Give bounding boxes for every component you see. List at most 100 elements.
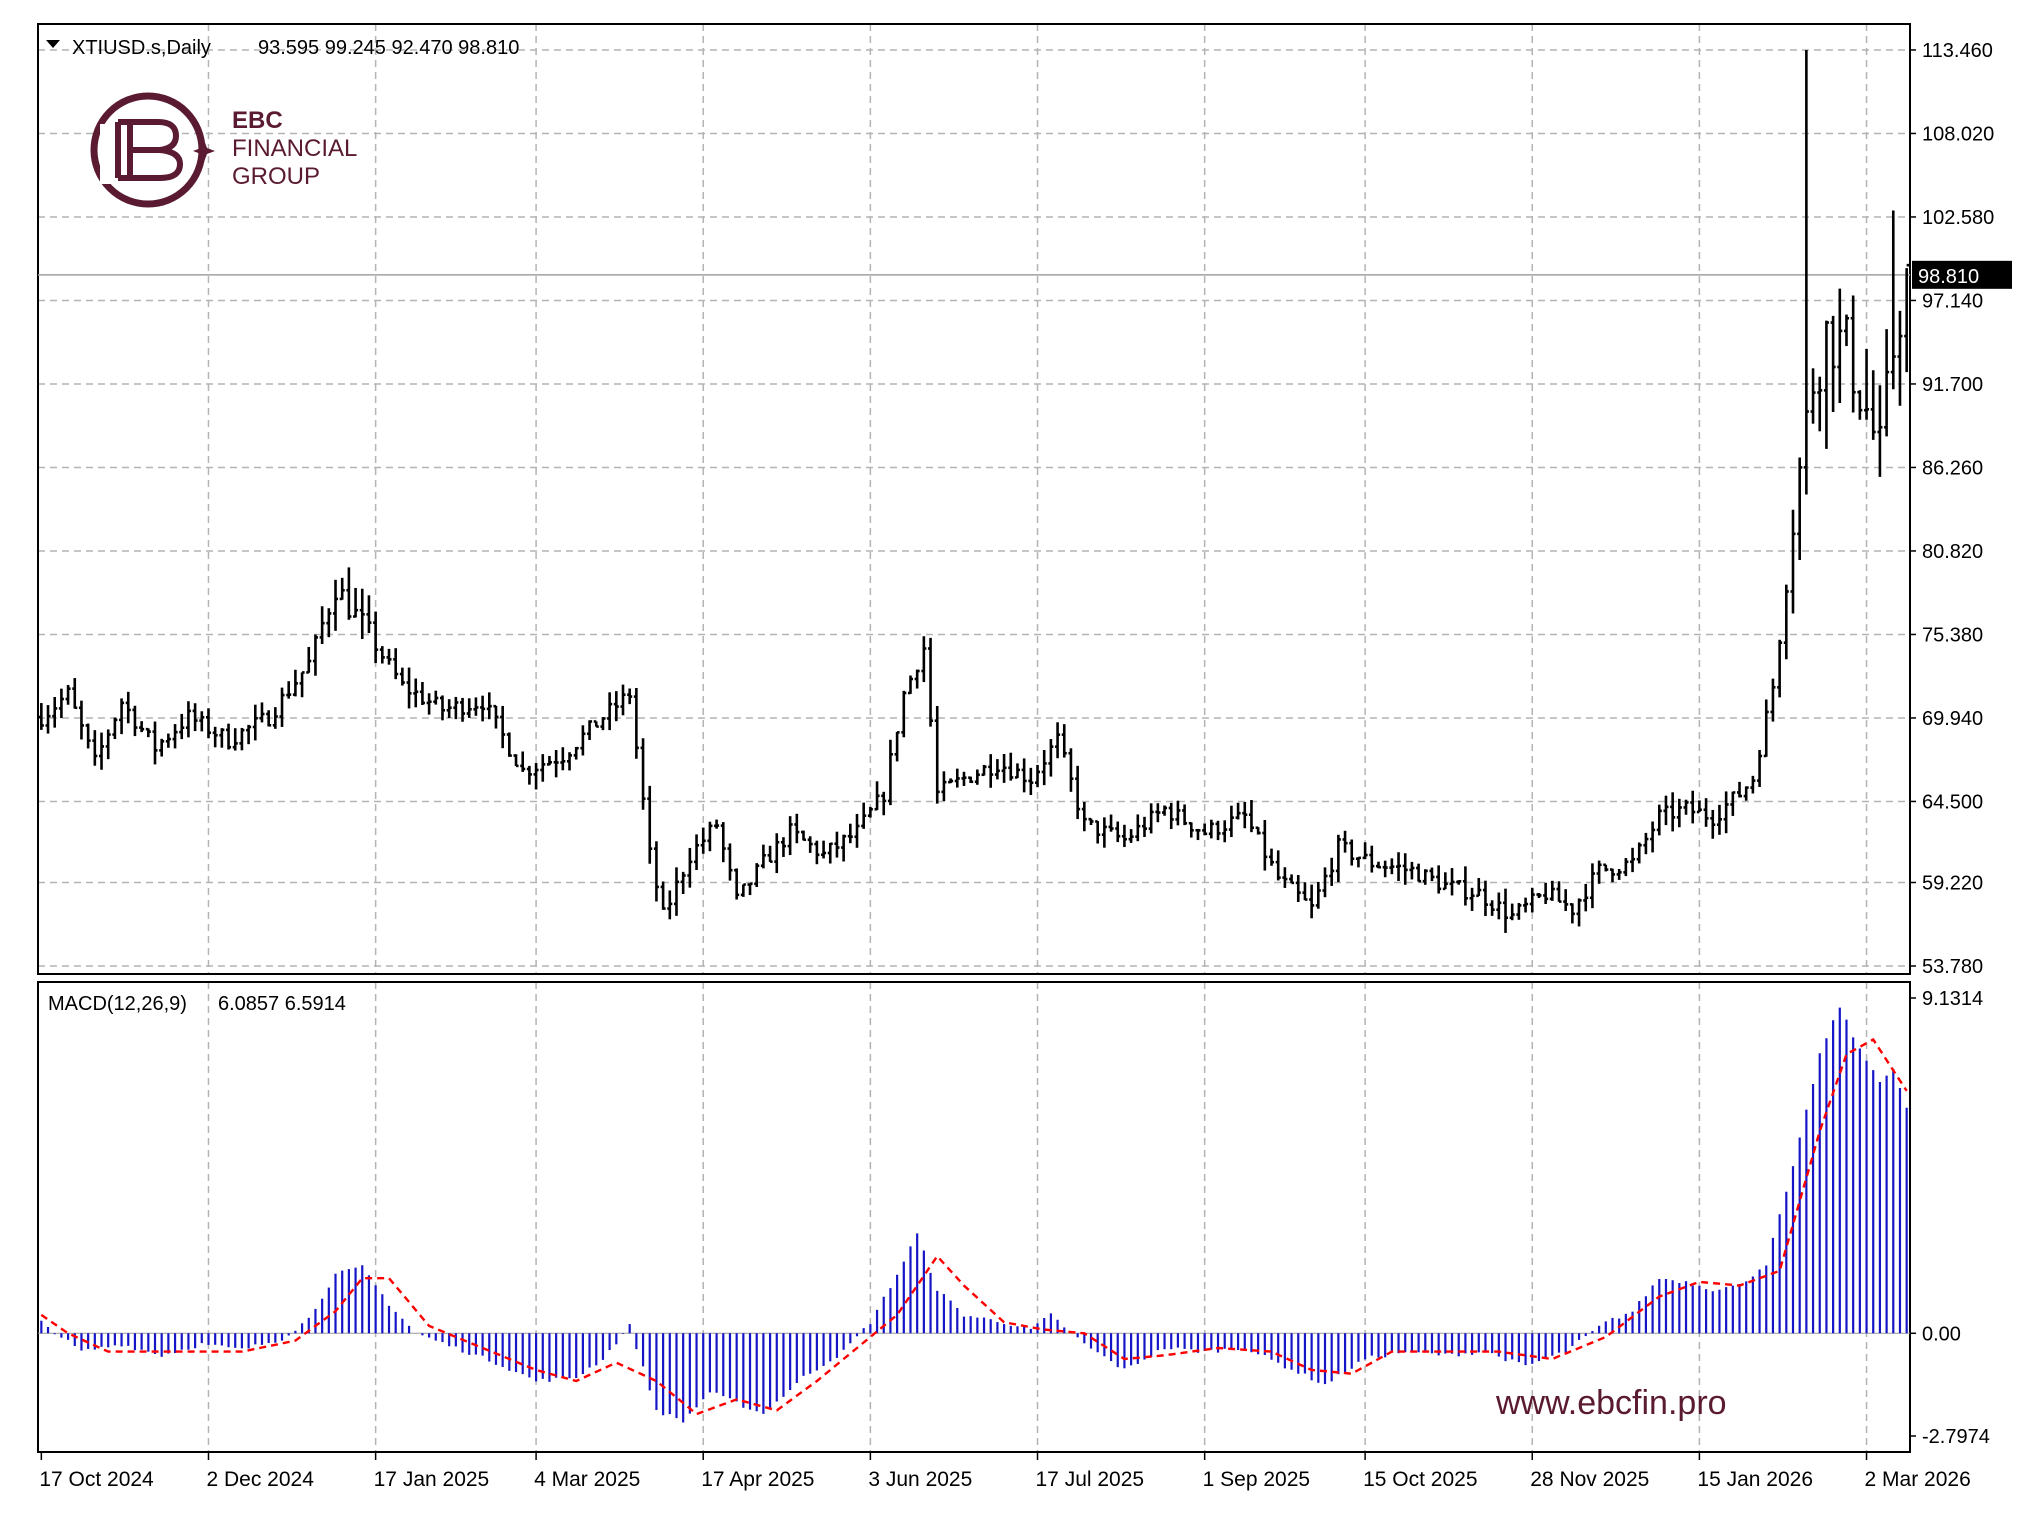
ohlc-bar (1429, 867, 1435, 882)
macd-axis: 9.1314 0.00 -2.7974 (1910, 988, 1990, 1448)
ebc-logo-star-icon (193, 140, 215, 162)
ohlc-bar (1456, 879, 1462, 885)
ohlc-bar (1890, 210, 1896, 390)
ohlc-bar (58, 688, 64, 719)
ohlc-bar (1603, 863, 1609, 872)
ohlc-bar (326, 608, 332, 638)
ohlc-bar (633, 687, 639, 759)
ohlc-bar (1750, 775, 1756, 794)
ohlc-bar (1382, 860, 1388, 878)
ohlc-bar (1055, 722, 1061, 759)
ohlc-bar (1850, 295, 1856, 413)
ohlc-bar (954, 768, 960, 788)
ohlc-bar (1817, 376, 1823, 432)
ohlc-bar (1315, 881, 1321, 909)
macd-values: 6.0857 6.5914 (218, 993, 346, 1015)
ohlc-bar (1215, 820, 1221, 841)
ohlc-bar (907, 675, 913, 695)
ohlc-bar (1422, 869, 1428, 885)
price-axis-label: 69.940 (1922, 708, 1983, 730)
ohlc-bar (1155, 803, 1161, 823)
ohlc-bar (600, 717, 606, 731)
time-axis-label: 15 Oct 2025 (1363, 1468, 1477, 1491)
ohlc-bar (379, 646, 385, 664)
ohlc-bar (359, 588, 365, 640)
ohlc-bar (199, 711, 205, 732)
macd-histogram (40, 1007, 1908, 1423)
ohlc-bar (1569, 903, 1575, 924)
ohlc-bar (1683, 799, 1689, 815)
ohlc-bar (1208, 819, 1214, 839)
ohlc-bar (1075, 765, 1081, 820)
ohlc-bar (92, 730, 98, 766)
ohlc-bar (1696, 800, 1702, 814)
ohlc-bar (1489, 900, 1495, 916)
ohlc-bar (333, 579, 339, 631)
ohlc-bar (921, 636, 927, 683)
chart-ohlc-values: 93.595 99.245 92.470 98.810 (258, 37, 519, 59)
ohlc-bar (1148, 803, 1154, 834)
brand-line-financial: FINANCIAL (232, 135, 357, 162)
ohlc-bar (1703, 798, 1709, 827)
ohlc-bar (1616, 868, 1622, 880)
price-axis-label: 102.580 (1922, 207, 1994, 229)
time-axis-label: 17 Jan 2025 (374, 1468, 490, 1491)
ohlc-bar (466, 698, 472, 718)
ohlc-bar (887, 739, 893, 806)
ohlc-bar (801, 830, 807, 842)
ohlc-bar (1101, 817, 1107, 848)
ohlc-bar (1202, 823, 1208, 836)
ohlc-bar (894, 731, 900, 762)
ohlc-bar (854, 813, 860, 848)
ohlc-bar (607, 692, 613, 731)
ohlc-bar (1529, 887, 1535, 913)
ohlc-bar (105, 729, 111, 760)
chart-symbol: XTIUSD.s,Daily (72, 37, 211, 59)
ohlc-bar (165, 733, 171, 748)
ohlc-bar (1803, 49, 1809, 495)
price-pane-frame (37, 23, 1911, 975)
ohlc-bar (1302, 882, 1308, 901)
ohlc-bar (1596, 860, 1602, 884)
ohlc-bar (687, 847, 693, 888)
ohlc-bar (1442, 872, 1448, 891)
ohlc-bar (1068, 748, 1074, 792)
ohlc-bar (1857, 390, 1863, 420)
ohlc-bar (553, 749, 559, 778)
price-grid (38, 24, 1910, 974)
last-price-tag: 98.810 (1912, 260, 2012, 289)
ohlc-bar (1088, 817, 1094, 826)
ohlc-bar (767, 845, 773, 863)
ohlc-bar (1396, 852, 1402, 881)
ohlc-bar (740, 883, 746, 897)
ohlc-bar (573, 746, 579, 760)
ohlc-bar (827, 842, 833, 864)
ohlc-bar (486, 692, 492, 720)
ohlc-bar (974, 769, 980, 785)
ohlc-bar (1081, 801, 1087, 832)
ohlc-bar (139, 721, 145, 733)
ohlc-bar (1289, 874, 1295, 885)
ohlc-bar (1830, 315, 1836, 413)
ohlc-bar (366, 595, 372, 634)
ohlc-bar (1168, 802, 1174, 830)
ohlc-bar (419, 681, 425, 705)
ohlc-bar (653, 841, 659, 902)
ohlc-bar (1469, 887, 1475, 911)
ohlc-bar (1309, 884, 1315, 919)
ohlc-bar (446, 699, 452, 718)
ohlc-bar (700, 827, 706, 854)
ohlc-bar (500, 705, 506, 749)
time-axis-label: 4 Mar 2025 (534, 1468, 640, 1491)
ohlc-bar (1563, 889, 1569, 911)
ohlc-bar (1182, 804, 1188, 826)
ohlc-bar (1095, 820, 1101, 844)
ohlc-bar (613, 691, 619, 722)
ohlc-bar (132, 705, 138, 737)
ohlc-bar (480, 695, 486, 722)
time-axis-label: 28 Nov 2025 (1530, 1468, 1649, 1491)
ohlc-bar (1730, 791, 1736, 816)
ohlc-bar (1630, 847, 1636, 873)
ohlc-bar (413, 678, 419, 708)
chart-menu-triangle-icon[interactable] (46, 40, 60, 48)
